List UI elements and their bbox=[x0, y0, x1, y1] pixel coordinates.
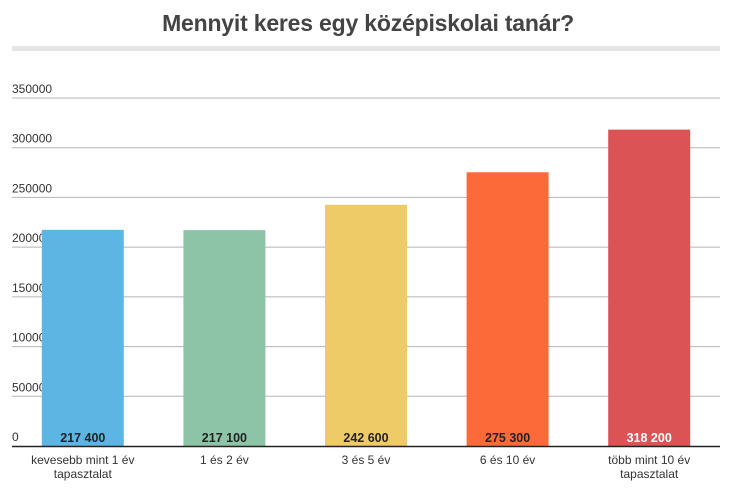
data-label: 275 300 bbox=[485, 431, 530, 445]
x-tick-label: kevesebb mint 1 év bbox=[31, 453, 134, 467]
bar bbox=[41, 229, 124, 446]
bar bbox=[325, 204, 407, 446]
x-tick-label: 3 és 5 év bbox=[342, 453, 391, 467]
x-tick-label: 6 és 10 év bbox=[480, 453, 535, 467]
data-label: 318 200 bbox=[627, 431, 672, 445]
chart-title: Mennyit keres egy középiskolai tanár? bbox=[162, 10, 574, 36]
title-divider bbox=[12, 46, 720, 51]
y-tick-label: 300000 bbox=[12, 132, 52, 146]
y-tick-label: 350000 bbox=[12, 82, 52, 96]
y-tick-label: 0 bbox=[12, 430, 19, 444]
x-tick-label: tapasztalat bbox=[620, 467, 679, 481]
data-label: 242 600 bbox=[343, 431, 388, 445]
x-tick-label: 1 és 2 év bbox=[200, 453, 249, 467]
bar bbox=[608, 129, 691, 446]
data-label: 217 100 bbox=[202, 431, 247, 445]
bar bbox=[183, 230, 266, 446]
data-label: 217 400 bbox=[60, 431, 105, 445]
y-tick-label: 250000 bbox=[12, 181, 52, 195]
y-tick-label: 50000 bbox=[12, 380, 46, 394]
bar bbox=[466, 172, 549, 447]
x-tick-label: tapasztalat bbox=[54, 467, 113, 481]
x-tick-label: több mint 10 év bbox=[608, 453, 690, 467]
